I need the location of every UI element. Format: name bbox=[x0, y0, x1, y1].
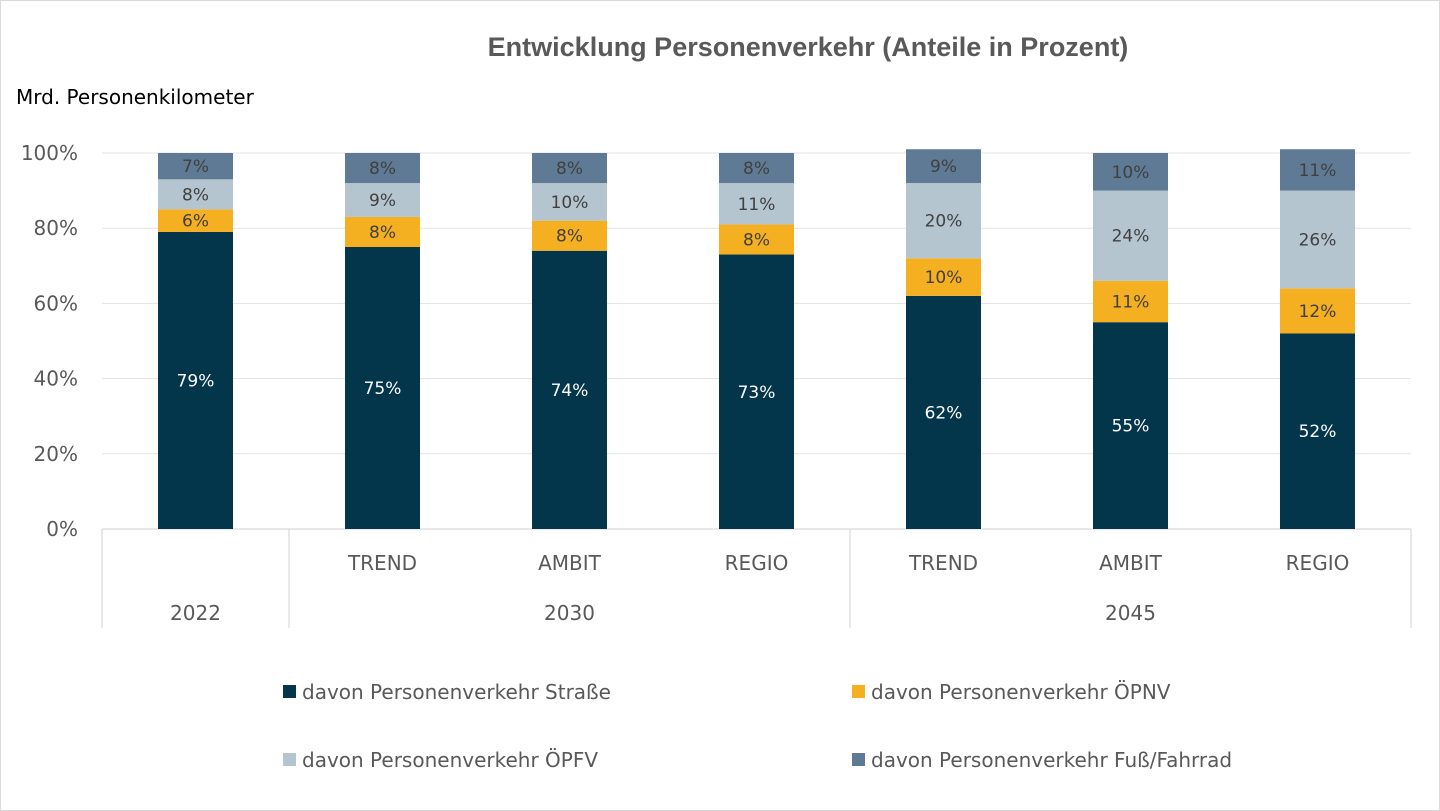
data-label: 26% bbox=[1299, 230, 1337, 250]
bar-segment bbox=[158, 209, 233, 232]
x-group-label: 2022 bbox=[170, 601, 221, 625]
chart-title: Entwicklung Personenverkehr (Anteile in … bbox=[488, 32, 1129, 62]
data-label: 11% bbox=[738, 195, 776, 215]
bar-segment bbox=[906, 183, 981, 259]
bars bbox=[158, 149, 1355, 529]
bar-segment bbox=[1093, 280, 1168, 323]
bar-segment bbox=[719, 254, 794, 529]
data-label: 10% bbox=[925, 268, 963, 288]
x-category-label: REGIO bbox=[725, 551, 789, 575]
data-label: 6% bbox=[182, 212, 209, 232]
bar-segment bbox=[158, 153, 233, 180]
data-label: 8% bbox=[369, 223, 396, 243]
bar-segment bbox=[719, 183, 794, 225]
data-label: 11% bbox=[1112, 293, 1150, 313]
bar-segment bbox=[158, 231, 233, 529]
bar-segment bbox=[345, 183, 420, 217]
y-axis-ticks: 0% 20% 40% 60% 80% 100% bbox=[21, 141, 78, 541]
legend-swatch bbox=[283, 753, 296, 766]
bar-segment bbox=[345, 153, 420, 184]
legend: davon Personenverkehr Straße davon Person… bbox=[283, 680, 1232, 772]
data-label: 55% bbox=[1112, 417, 1150, 437]
legend-label: davon Personenverkehr Fuß/Fahrrad bbox=[871, 748, 1232, 772]
bar-segment bbox=[719, 153, 794, 184]
bar-segment bbox=[1093, 190, 1168, 281]
data-label: 12% bbox=[1299, 302, 1337, 322]
data-label: 74% bbox=[551, 381, 589, 401]
x-category-label: AMBIT bbox=[538, 551, 602, 575]
data-label: 9% bbox=[369, 191, 396, 211]
x-group-label: 2045 bbox=[1105, 601, 1156, 625]
data-label: 52% bbox=[1299, 422, 1337, 442]
legend-swatch bbox=[852, 685, 865, 698]
data-label: 11% bbox=[1299, 161, 1337, 181]
x-category-label: TREND bbox=[908, 551, 978, 575]
data-label: 8% bbox=[369, 159, 396, 179]
y-tick-label: 100% bbox=[21, 141, 78, 165]
bar-segment bbox=[532, 220, 607, 251]
data-label: 7% bbox=[182, 157, 209, 177]
y-tick-label: 60% bbox=[34, 291, 78, 315]
y-tick-label: 80% bbox=[34, 216, 78, 240]
bar-segment bbox=[1093, 153, 1168, 191]
bar-segment bbox=[1093, 322, 1168, 529]
bar-segment bbox=[532, 250, 607, 529]
data-label: 79% bbox=[177, 371, 215, 391]
bar-segment bbox=[1280, 190, 1355, 289]
data-label: 8% bbox=[556, 159, 583, 179]
x-group-label: 2030 bbox=[544, 601, 595, 625]
x-category-label: TREND bbox=[347, 551, 417, 575]
x-axis: TREND AMBIT REGIO TREND AMBIT REGIO 2022 2030 20… bbox=[101, 529, 1412, 628]
y-tick-label: 20% bbox=[34, 442, 78, 466]
bar-segment bbox=[906, 258, 981, 296]
data-label: 8% bbox=[743, 159, 770, 179]
y-unit-label: Mrd. Personenkilometer bbox=[16, 85, 255, 109]
legend-label: davon Personenverkehr ÖPFV bbox=[302, 748, 598, 772]
bar-segment bbox=[532, 183, 607, 221]
bar-segment bbox=[158, 179, 233, 210]
legend-label: davon Personenverkehr Straße bbox=[302, 680, 611, 704]
bar-segment bbox=[1280, 333, 1355, 529]
y-tick-label: 40% bbox=[34, 367, 78, 391]
bar-segment bbox=[1280, 149, 1355, 191]
data-label: 9% bbox=[930, 157, 957, 177]
data-label: 75% bbox=[364, 379, 402, 399]
bar-segment bbox=[345, 216, 420, 247]
x-category-label: AMBIT bbox=[1099, 551, 1163, 575]
data-label: 24% bbox=[1112, 227, 1150, 247]
bar-segment bbox=[345, 247, 420, 529]
bar-segment bbox=[1280, 288, 1355, 334]
x-category-label: REGIO bbox=[1286, 551, 1350, 575]
data-label: 62% bbox=[925, 403, 963, 423]
bar-segment bbox=[532, 153, 607, 184]
data-label: 8% bbox=[556, 227, 583, 247]
data-label: 10% bbox=[551, 193, 589, 213]
bar-segment bbox=[906, 149, 981, 184]
data-label: 73% bbox=[738, 383, 776, 403]
legend-label: davon Personenverkehr ÖPNV bbox=[871, 680, 1171, 704]
y-tick-label: 0% bbox=[46, 517, 78, 541]
legend-swatch bbox=[283, 685, 296, 698]
data-label: 10% bbox=[1112, 163, 1150, 183]
data-labels: 79% 6% 8% 7% 75% 8% 9% 8% 74% 8% 10% 8% 73% 8% 11% 8% 62… bbox=[177, 157, 1337, 442]
legend-swatch bbox=[852, 753, 865, 766]
data-label: 8% bbox=[743, 230, 770, 250]
data-label: 20% bbox=[925, 212, 963, 232]
data-label: 8% bbox=[182, 185, 209, 205]
bar-segment bbox=[906, 295, 981, 529]
bar-segment bbox=[719, 224, 794, 255]
